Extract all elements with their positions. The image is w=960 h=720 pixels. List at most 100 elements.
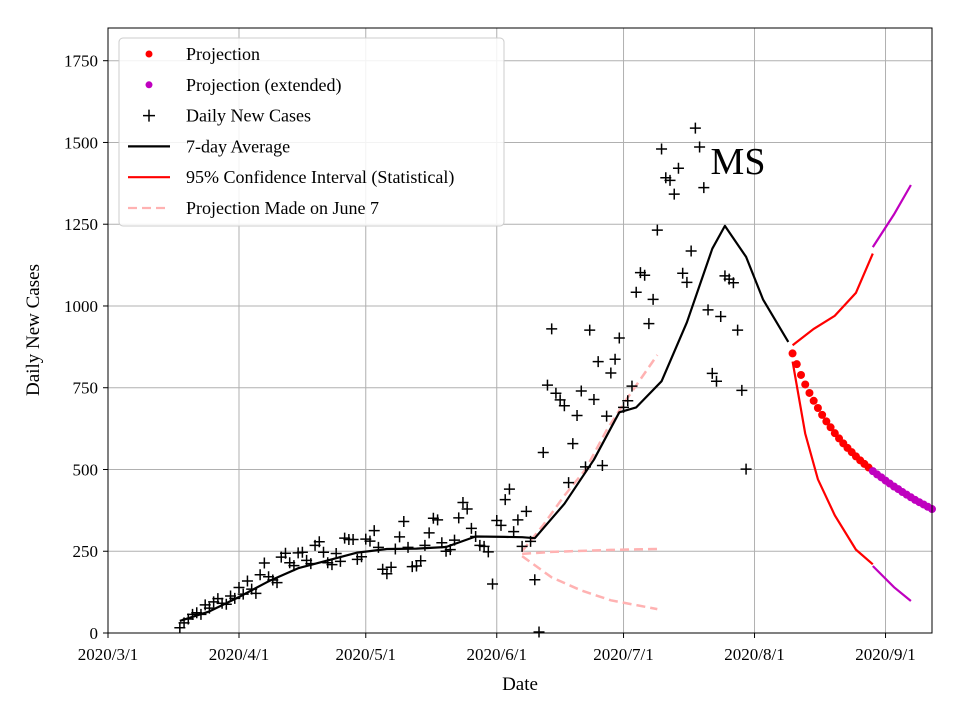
daily-case-marker [237, 588, 249, 600]
daily-case-marker [698, 182, 710, 194]
daily-case-marker [685, 245, 697, 257]
projection-point [822, 417, 831, 426]
y-tick-label: 1750 [64, 52, 98, 71]
daily-case-marker [592, 356, 604, 368]
daily-case-marker [694, 141, 706, 153]
daily-case-marker [385, 561, 397, 573]
daily-case-marker [575, 385, 587, 397]
daily-case-marker [457, 497, 469, 509]
daily-case-marker [512, 514, 524, 526]
daily-case-marker [525, 535, 537, 547]
legend-box [118, 37, 505, 227]
daily-case-marker [478, 540, 490, 552]
daily-case-marker [541, 379, 553, 391]
y-axis-label: Daily New Cases [23, 264, 44, 396]
chart-annotation: MS [711, 141, 766, 183]
daily-case-marker [233, 582, 245, 594]
daily-case-marker [706, 367, 718, 379]
daily-case-marker [715, 310, 727, 322]
daily-case-marker [571, 410, 583, 422]
daily-case-marker [296, 546, 308, 558]
ci-extended-line [872, 565, 912, 602]
daily-case-marker [622, 395, 634, 407]
daily-case-marker [254, 569, 266, 581]
x-tick-label: 2020/4/1 [209, 645, 269, 664]
daily-case-marker [710, 375, 722, 387]
average-line [179, 224, 790, 622]
daily-case-marker [727, 277, 739, 289]
daily-case-marker [394, 531, 406, 543]
daily-case-marker [533, 626, 545, 638]
legend-label-average: 7-day Average [186, 136, 290, 156]
projection-point [809, 396, 818, 405]
daily-case-marker [677, 267, 689, 279]
daily-case-marker [503, 483, 515, 495]
daily-case-marker [330, 548, 342, 560]
daily-case-marker [584, 324, 596, 336]
daily-case-marker [639, 269, 651, 281]
daily-case-marker [605, 367, 617, 379]
legend-label-ci: 95% Confidence Interval (Statistical) [186, 167, 454, 188]
daily-case-marker [432, 514, 444, 526]
legend: Projection Projection (extended) Daily New… [118, 37, 505, 227]
daily-case-marker [487, 578, 499, 590]
legend-label-projection_extended: Projection (extended) [186, 75, 341, 96]
daily-case-marker [647, 293, 659, 305]
projection-point [797, 370, 806, 379]
daily-case-marker [436, 537, 448, 549]
daily-case-marker [537, 446, 549, 458]
ci-line [791, 361, 874, 566]
ci-extended-line [871, 184, 912, 248]
projection-point [792, 360, 801, 369]
daily-case-marker [372, 541, 384, 553]
daily-case-marker [203, 602, 215, 614]
y-tick-label: 1000 [64, 297, 98, 316]
june7-projection-line [521, 555, 658, 611]
daily-case-marker [672, 162, 684, 174]
daily-case-marker [613, 332, 625, 344]
daily-case-marker [732, 324, 744, 336]
y-tick-label: 1500 [64, 133, 98, 152]
daily-case-marker [334, 555, 346, 567]
daily-case-marker [740, 463, 752, 475]
daily-case-marker [529, 574, 541, 586]
daily-case-marker [668, 188, 680, 200]
daily-case-marker [279, 547, 291, 559]
projection-point [801, 380, 810, 389]
daily-case-marker [453, 512, 465, 524]
daily-case-marker [681, 276, 693, 288]
daily-case-marker [558, 400, 570, 412]
daily-case-marker [563, 477, 575, 489]
daily-case-marker [419, 539, 431, 551]
x-axis-label: Date [502, 674, 538, 695]
daily-case-marker [465, 522, 477, 534]
daily-case-marker [736, 384, 748, 396]
daily-case-marker [195, 608, 207, 620]
daily-case-marker [689, 122, 701, 134]
legend-label-june7: Projection Made on June 7 [186, 198, 379, 218]
daily-case-marker [516, 540, 528, 552]
x-tick-label: 2020/6/1 [467, 645, 527, 664]
projection-point [818, 410, 827, 419]
daily-case-marker [550, 387, 562, 399]
daily-case-marker [449, 534, 461, 546]
legend-label-projection: Projection [186, 44, 260, 64]
daily-case-marker [398, 515, 410, 527]
legend-label-daily: Daily New Cases [186, 106, 311, 126]
daily-case-marker [601, 410, 613, 422]
daily-case-marker [444, 544, 456, 556]
x-tick-label: 2020/7/1 [593, 645, 653, 664]
daily-case-marker [271, 577, 283, 589]
x-tick-label: 2020/8/1 [724, 645, 784, 664]
daily-case-marker [288, 560, 300, 572]
projection-point [788, 349, 797, 358]
y-tick-label: 250 [73, 542, 99, 561]
daily-case-marker [389, 543, 401, 555]
daily-case-marker [356, 551, 368, 563]
axis-ticks: 2020/3/1 2020/4/1 2020/5/1 2020/6/1 2020/7/1… [64, 52, 916, 664]
daily-case-marker [664, 174, 676, 186]
daily-case-marker [326, 559, 338, 571]
y-tick-label: 500 [73, 460, 99, 479]
daily-case-marker [415, 555, 427, 567]
